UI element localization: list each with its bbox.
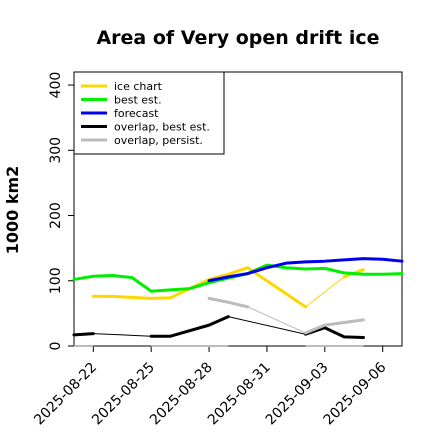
plot-area: 01002003004002025-08-222025-08-252025-08… bbox=[31, 71, 404, 428]
y-tick-label: 200 bbox=[48, 202, 64, 229]
y-axis-label: 1000 km2 bbox=[3, 166, 22, 255]
series-line bbox=[207, 257, 404, 283]
legend-label: best est. bbox=[114, 94, 162, 107]
y-tick-label: 0 bbox=[48, 342, 64, 351]
series-line bbox=[149, 315, 230, 338]
series-line bbox=[304, 318, 365, 335]
y-tick-label: 100 bbox=[48, 267, 64, 294]
series-line bbox=[72, 332, 95, 337]
series-line bbox=[72, 263, 404, 293]
series-line bbox=[304, 326, 365, 340]
y-tick-label: 400 bbox=[48, 72, 64, 99]
series-overlap-persist- bbox=[207, 296, 365, 335]
y-tick-label: 300 bbox=[48, 137, 64, 164]
series-connector bbox=[305, 276, 345, 308]
series-connector bbox=[93, 333, 152, 337]
x-tick-label: 2025-09-06 bbox=[321, 359, 390, 428]
legend-label: forecast bbox=[114, 107, 159, 120]
plot-frame bbox=[73, 71, 403, 347]
series-overlap-best-est- bbox=[72, 315, 365, 340]
series-forecast bbox=[207, 257, 404, 283]
series-best-est- bbox=[72, 263, 404, 293]
series-line bbox=[207, 296, 250, 309]
chart-title: Area of Very open drift ice bbox=[96, 27, 379, 49]
legend-label: overlap, best est. bbox=[114, 121, 210, 134]
legend-label: overlap, persist. bbox=[114, 134, 203, 147]
legend-label: ice chart bbox=[114, 80, 163, 93]
series-line bbox=[91, 266, 308, 309]
series-connector bbox=[247, 306, 306, 334]
series-connector bbox=[228, 316, 306, 335]
